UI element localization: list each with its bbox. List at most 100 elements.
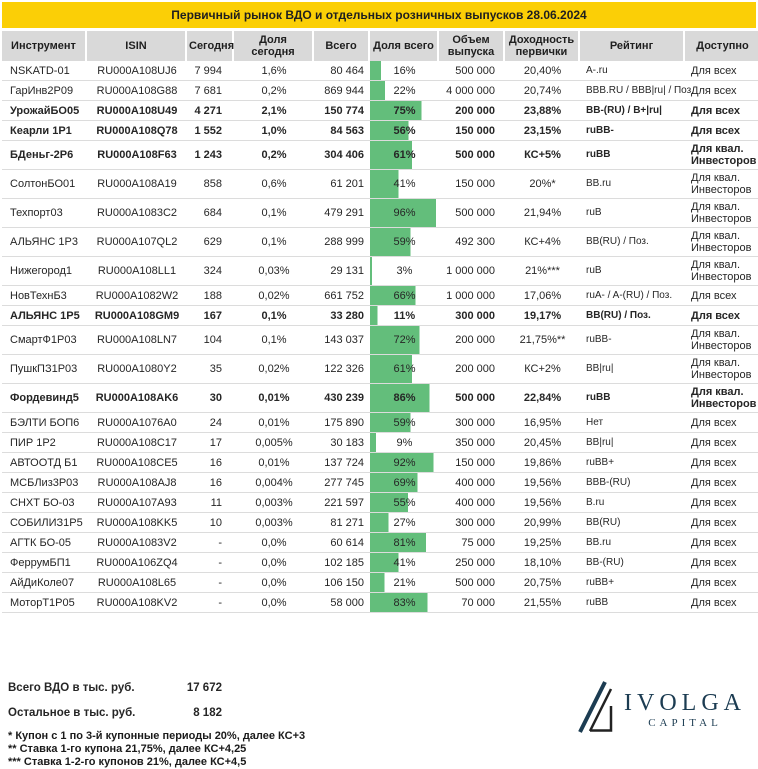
cell-volume: 4 000 000 — [439, 81, 505, 101]
cell-today: 16 — [187, 453, 234, 473]
table-row: АГТК БО-05 RU000A1083V2-0,0% 60 614 81% 75 0… — [2, 533, 758, 553]
cell-isin: RU000A108G88 — [87, 81, 187, 101]
column-header-10: Доступно — [685, 31, 758, 61]
cell-volume: 1 000 000 — [439, 286, 505, 306]
cell-total: 61 201 — [314, 170, 370, 199]
table-row: БДеньг-2Р6 RU000A108F63 1 243 0,2% 304 406 61… — [2, 141, 758, 170]
cell-rating: BB(RU) — [580, 513, 685, 533]
cell-instrument: БЭЛТИ БОП6 — [2, 413, 87, 433]
cell-volume: 400 000 — [439, 493, 505, 513]
cell-access: Для квал. Инвесторов — [685, 326, 758, 355]
cell-rating: BB|ru| — [580, 433, 685, 453]
cell-share-today: 1,6% — [234, 61, 314, 81]
column-header-5: Всего — [314, 31, 370, 61]
cell-rating: ruBB — [580, 141, 685, 170]
table-header-row: Инструмент ISIN Сегодня Доля сегодня Всего До… — [2, 31, 758, 61]
cell-yield: 20,45% — [505, 433, 580, 453]
cell-rating: BB.ru — [580, 533, 685, 553]
cell-today: 30 — [187, 384, 234, 413]
total-other-row: Остальное в тыс. руб. 8 182 — [0, 702, 758, 724]
cell-access: Для всех — [685, 453, 758, 473]
table-row: СмартФ1Р03 RU000A108LN7 104 0,1% 143 037 72% 2… — [2, 326, 758, 355]
share-total-bar: 69% — [370, 473, 439, 493]
cell-isin: RU000A108AK6 — [87, 384, 187, 413]
cell-access: Для всех — [685, 553, 758, 573]
share-total-bar: 56% — [370, 121, 439, 141]
share-total-bar: 3% — [370, 257, 439, 286]
cell-isin: RU000A1076A0 — [87, 413, 187, 433]
cell-instrument: ПИР 1Р2 — [2, 433, 87, 453]
cell-instrument: ГарИнв2Р09 — [2, 81, 87, 101]
cell-rating: ruBB+ — [580, 573, 685, 593]
cell-share-today: 0,2% — [234, 81, 314, 101]
cell-volume: 150 000 — [439, 453, 505, 473]
cell-yield: 19,56% — [505, 493, 580, 513]
cell-volume: 300 000 — [439, 413, 505, 433]
cell-volume: 300 000 — [439, 513, 505, 533]
cell-rating: BB|ru| — [580, 355, 685, 384]
cell-share-today: 0,0% — [234, 573, 314, 593]
column-header-8: Доходность первички — [505, 31, 580, 61]
table-row: АВТООТД Б1 RU000A108CE5 16 0,01% 137 724 92% 1… — [2, 453, 758, 473]
table-row: АЛЬЯНС 1Р5 RU000A108GM9 167 0,1% 33 280 11% 30… — [2, 306, 758, 326]
cell-today: 24 — [187, 413, 234, 433]
column-header-2: ISIN — [87, 31, 187, 61]
cell-access: Для всех — [685, 121, 758, 141]
cell-yield: 17,06% — [505, 286, 580, 306]
share-total-bar: 11% — [370, 306, 439, 326]
cell-today: 16 — [187, 473, 234, 493]
cell-total: 288 999 — [314, 228, 370, 257]
cell-isin: RU000A108F63 — [87, 141, 187, 170]
share-total-bar: 55% — [370, 493, 439, 513]
share-total-bar: 16% — [370, 61, 439, 81]
cell-instrument: Техпорт03 — [2, 199, 87, 228]
cell-today: 684 — [187, 199, 234, 228]
logo-text: IVOLGA CAPITAL — [624, 691, 746, 729]
share-total-bar: 41% — [370, 553, 439, 573]
cell-volume: 350 000 — [439, 433, 505, 453]
cell-access: Для квал. Инвесторов — [685, 199, 758, 228]
cell-rating: ruB — [580, 257, 685, 286]
cell-isin: RU000A108C17 — [87, 433, 187, 453]
cell-rating: BBB-(RU) — [580, 473, 685, 493]
share-total-bar: 96% — [370, 199, 439, 228]
share-total-bar: 9% — [370, 433, 439, 453]
table-row: NSKATD-01 RU000A108UJ6 7 994 1,6% 80 464 16% 5… — [2, 61, 758, 81]
cell-instrument: СНХТ БО-03 — [2, 493, 87, 513]
cell-total: 80 464 — [314, 61, 370, 81]
cell-volume: 500 000 — [439, 199, 505, 228]
cell-isin: RU000A1080Y2 — [87, 355, 187, 384]
ivolga-logo: IVOLGA CAPITAL — [578, 680, 746, 739]
cell-instrument: NSKATD-01 — [2, 61, 87, 81]
cell-rating: ruBB — [580, 593, 685, 613]
cell-access: Для всех — [685, 413, 758, 433]
cell-access: Для всех — [685, 61, 758, 81]
table-row: Кеарли 1Р1 RU000A108Q78 1 552 1,0% 84 563 56%… — [2, 121, 758, 141]
cell-today: - — [187, 553, 234, 573]
cell-volume: 200 000 — [439, 326, 505, 355]
cell-yield: 21,94% — [505, 199, 580, 228]
total-vdo-value: 17 672 — [186, 682, 222, 694]
cell-instrument: ПушкПЗ1Р03 — [2, 355, 87, 384]
cell-total: 304 406 — [314, 141, 370, 170]
column-header-7: Объем выпуска — [439, 31, 505, 61]
cell-rating: ruBB — [580, 384, 685, 413]
cell-yield: 18,10% — [505, 553, 580, 573]
cell-yield: 23,88% — [505, 101, 580, 121]
table-row: ГарИнв2Р09 RU000A108G88 7 681 0,2% 869 944 22… — [2, 81, 758, 101]
cell-instrument: ФеррумБП1 — [2, 553, 87, 573]
cell-share-today: 0,0% — [234, 593, 314, 613]
cell-access: Для всех — [685, 493, 758, 513]
cell-share-today: 0,0% — [234, 533, 314, 553]
report-title: Первичный рынок ВДО и отдельных розничны… — [2, 2, 756, 28]
column-header-4: Доля сегодня — [234, 31, 314, 61]
cell-isin: RU000A108CE5 — [87, 453, 187, 473]
total-vdo-row: Всего ВДО в тыс. руб. 17 672 — [0, 677, 758, 699]
cell-today: 11 — [187, 493, 234, 513]
cell-total: 122 326 — [314, 355, 370, 384]
cell-yield: 20,74% — [505, 81, 580, 101]
cell-today: 1 552 — [187, 121, 234, 141]
share-total-bar: 72% — [370, 326, 439, 355]
cell-isin: RU000A108AJ8 — [87, 473, 187, 493]
cell-rating: BB-(RU) — [580, 553, 685, 573]
